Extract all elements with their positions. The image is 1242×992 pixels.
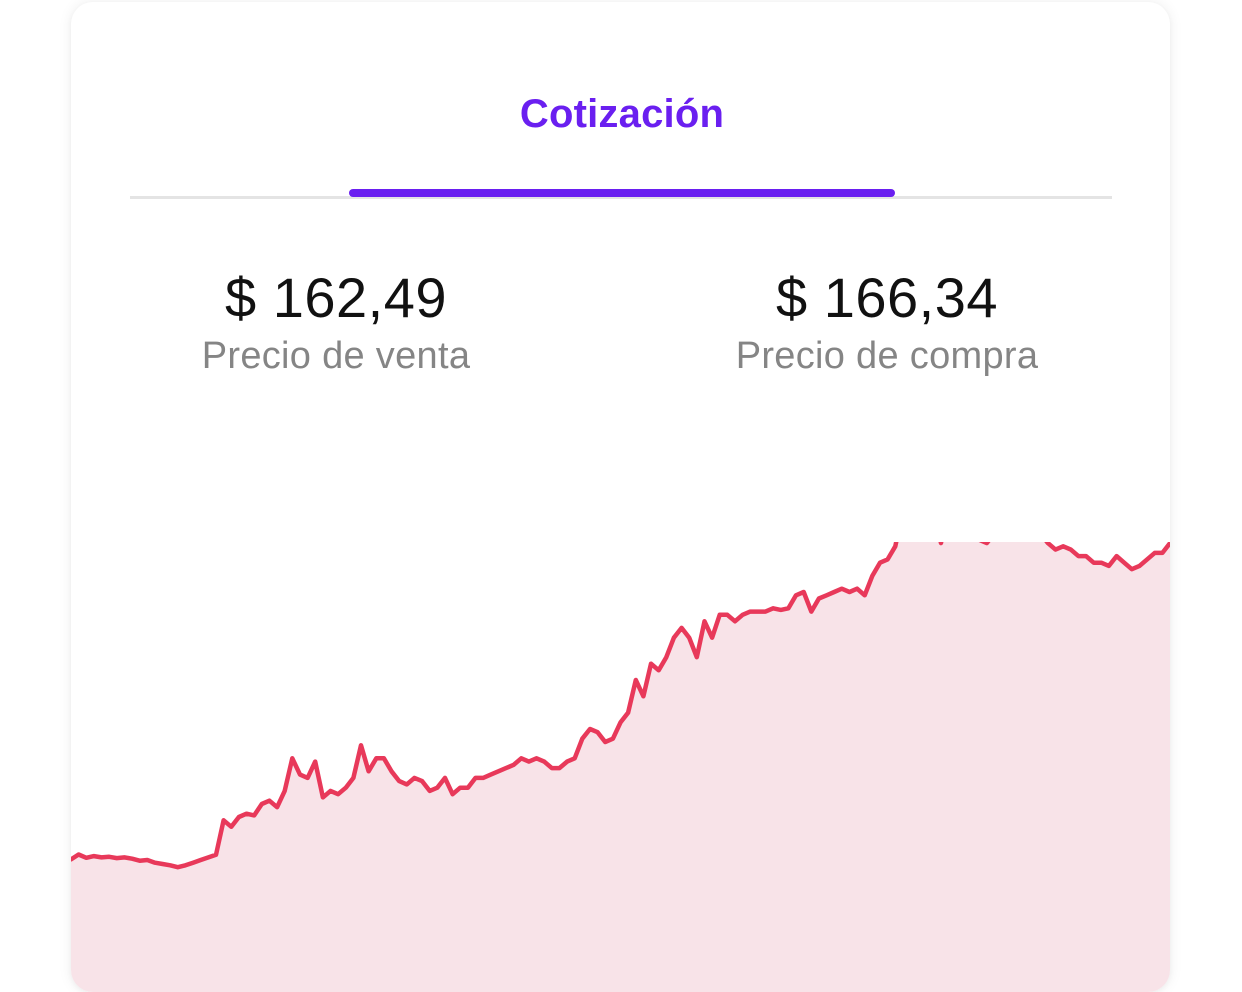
buy-price-label: Precio de compra: [735, 335, 1039, 377]
tab-cotizacion-label: Cotización: [519, 92, 725, 136]
tab-bar-divider: [130, 196, 1112, 199]
buy-price-value: $ 166,34: [776, 266, 998, 329]
quote-card: Cotización $ 162,49 Precio de venta $ 16…: [71, 2, 1170, 992]
sell-price-block: $ 162,49 Precio de venta: [126, 260, 546, 378]
chart-area-fill: [71, 542, 1170, 992]
sell-price-value: $ 162,49: [225, 266, 447, 329]
chart-price-line: [71, 542, 1170, 870]
buy-price-block: $ 166,34 Precio de compra: [677, 260, 1097, 378]
price-history-chart: [71, 542, 1170, 992]
tab-cotizacion[interactable]: Cotización: [349, 82, 895, 152]
tab-bar: Cotización: [130, 2, 1112, 200]
sell-price-label: Precio de venta: [201, 335, 471, 377]
active-tab-indicator: [349, 189, 895, 197]
